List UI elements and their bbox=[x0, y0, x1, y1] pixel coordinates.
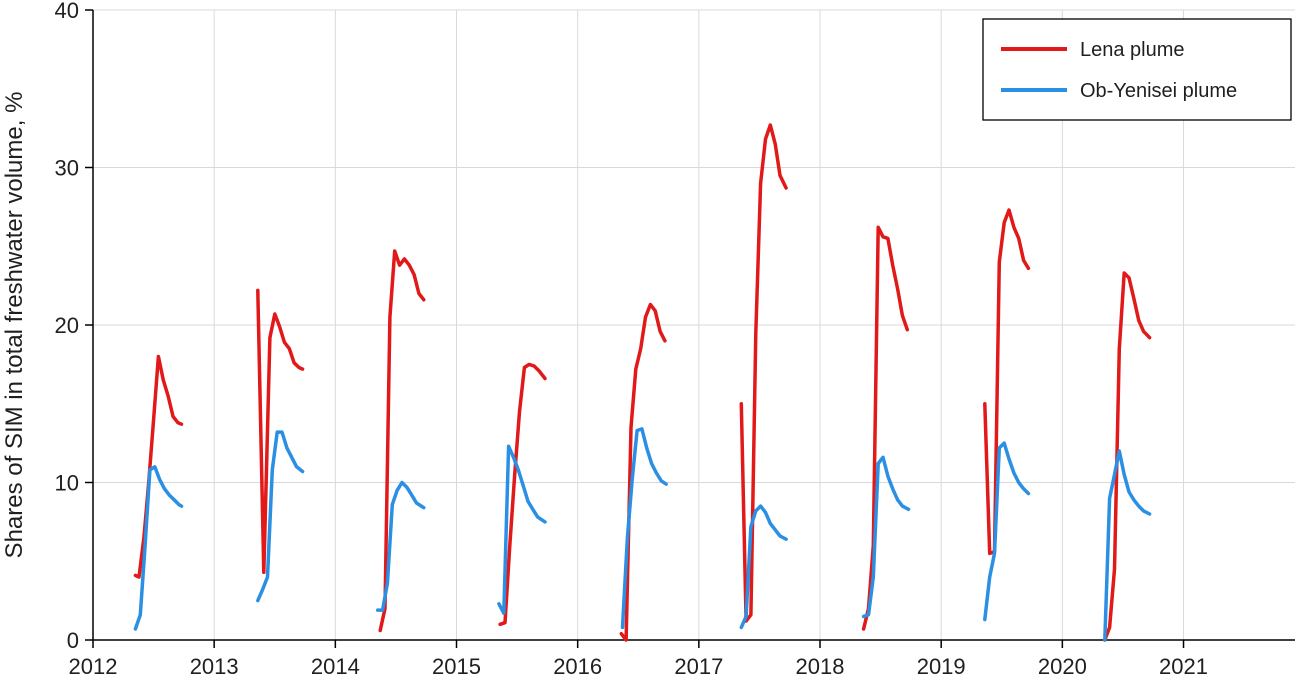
x-tick-label: 2019 bbox=[917, 654, 966, 679]
legend-box bbox=[982, 18, 1292, 121]
series-line-lena-plume bbox=[256, 288, 305, 575]
series-line-ob-yenisei-plume bbox=[133, 465, 184, 631]
series-line-lena-plume bbox=[861, 225, 910, 631]
x-tick-label: 2016 bbox=[553, 654, 602, 679]
y-tick-label: 30 bbox=[55, 156, 79, 181]
gridlines bbox=[93, 9, 1295, 640]
tick-labels: 2012 2013 2014 2015 2016 2017 2018 2019 2020 2021… bbox=[55, 0, 1208, 679]
legend: Lena plume Ob-Yenisei plume bbox=[982, 18, 1292, 121]
x-tick-label: 2017 bbox=[674, 654, 723, 679]
x-tick-label: 2013 bbox=[190, 654, 239, 679]
legend-label-lena-plume: Lena plume bbox=[1080, 39, 1185, 61]
y-tick-label: 20 bbox=[55, 313, 79, 338]
x-tick-label: 2012 bbox=[69, 654, 118, 679]
series-line-lena-plume bbox=[378, 249, 426, 633]
series-line-ob-yenisei-plume bbox=[739, 504, 788, 630]
series-line-ob-yenisei-plume bbox=[983, 441, 1031, 622]
x-tick-label: 2021 bbox=[1159, 654, 1208, 679]
series-line-lena-plume bbox=[498, 362, 547, 627]
y-axis-title: Shares of SIM in total freshwater volume… bbox=[1, 92, 28, 559]
series-line-ob-yenisei-plume bbox=[497, 444, 547, 615]
series-line-lena-plume bbox=[739, 123, 788, 623]
axes bbox=[85, 9, 1295, 648]
y-tick-label: 0 bbox=[67, 628, 79, 653]
series-line-lena-plume bbox=[1103, 271, 1152, 642]
x-tick-label: 2018 bbox=[796, 654, 845, 679]
y-tick-label: 10 bbox=[55, 471, 79, 496]
series-line-ob-yenisei-plume bbox=[1103, 449, 1152, 642]
x-tick-label: 2015 bbox=[432, 654, 481, 679]
series-line-ob-yenisei-plume bbox=[620, 427, 668, 630]
x-tick-label: 2020 bbox=[1038, 654, 1087, 679]
series-line-ob-yenisei-plume bbox=[375, 480, 426, 612]
legend-label-ob-yenisei-plume: Ob-Yenisei plume bbox=[1080, 80, 1237, 102]
y-tick-label: 40 bbox=[55, 0, 79, 23]
series-line-lena-plume bbox=[619, 302, 667, 642]
series-lines bbox=[133, 123, 1152, 642]
x-tick-label: 2014 bbox=[311, 654, 360, 679]
series-line-ob-yenisei-plume bbox=[256, 430, 305, 603]
series-line-lena-plume bbox=[983, 208, 1031, 556]
series-line-lena-plume bbox=[133, 354, 184, 579]
series-line-ob-yenisei-plume bbox=[861, 455, 911, 619]
